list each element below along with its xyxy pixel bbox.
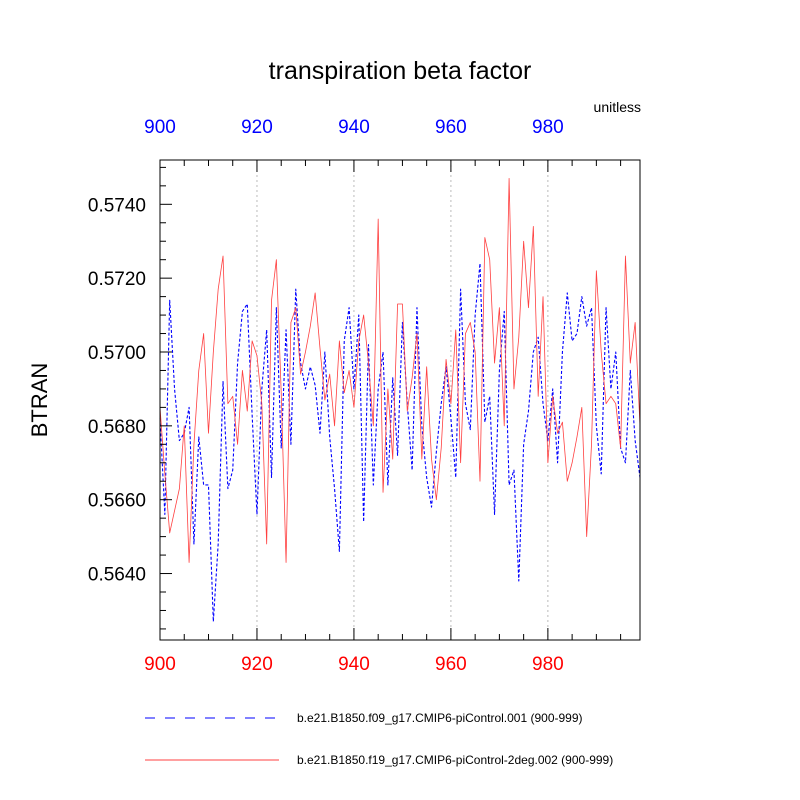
y-tick-label: 0.5720 <box>88 269 146 290</box>
x-tick-label-top: 960 <box>435 117 467 138</box>
x-tick-label-bottom: 900 <box>144 654 176 675</box>
legend: b.e21.B1850.f09_g17.CMIP6-piControl.001 … <box>145 711 613 767</box>
y-tick-label: 0.5680 <box>88 417 146 438</box>
legend-label-1: b.e21.B1850.f09_g17.CMIP6-piControl.001 … <box>297 711 583 725</box>
plot-frame <box>159 159 641 641</box>
x-tick-label-top: 920 <box>241 117 273 138</box>
y-axis-label: BTRAN <box>27 363 52 438</box>
units-label: unitless <box>594 99 641 115</box>
y-tick-label: 0.5700 <box>88 343 146 364</box>
y-tick-label: 0.5640 <box>88 565 146 586</box>
series-line-2 <box>159 178 641 563</box>
x-tick-label-bottom: 980 <box>532 654 564 675</box>
x-tick-label-top: 940 <box>338 117 370 138</box>
legend-label-2: b.e21.B1850.f19_g17.CMIP6-piControl-2deg… <box>297 753 613 767</box>
x-tick-label-bottom: 940 <box>338 654 370 675</box>
grid-lines <box>256 160 549 640</box>
x-tick-label-top: 900 <box>144 117 176 138</box>
y-tick-label: 0.5740 <box>88 195 146 216</box>
chart-title: transpiration beta factor <box>269 57 532 85</box>
x-tick-label-top: 980 <box>532 117 564 138</box>
x-tick-label-bottom: 920 <box>241 654 273 675</box>
x-tick-label-bottom: 960 <box>435 654 467 675</box>
series-lines <box>159 178 641 623</box>
axis-ticks: 900 900 920 920 940 940 960 960 980 980 0.5640 0.56… <box>88 117 622 675</box>
y-tick-label: 0.5660 <box>88 491 146 512</box>
series-line-1 <box>159 262 641 623</box>
